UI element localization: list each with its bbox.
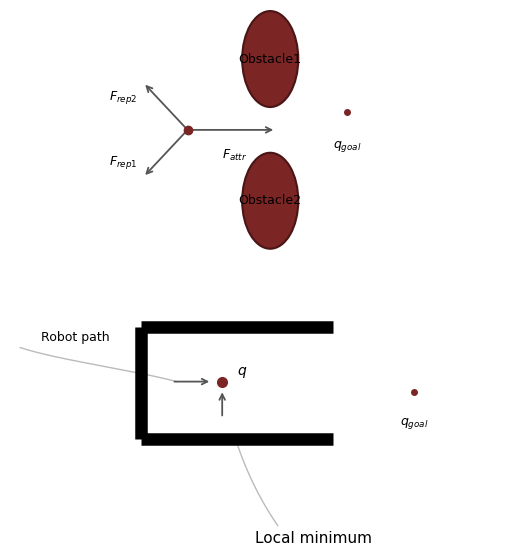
Text: Robot path: Robot path [41, 331, 110, 344]
Text: Local minimum: Local minimum [255, 531, 372, 546]
Text: $F_{rep2}$: $F_{rep2}$ [109, 89, 137, 106]
Ellipse shape [242, 11, 298, 107]
Text: Obstacle2: Obstacle2 [239, 194, 301, 207]
Text: $q_{goal}$: $q_{goal}$ [400, 416, 428, 431]
Text: $F_{attr}$: $F_{attr}$ [222, 148, 247, 163]
Text: Obstacle1: Obstacle1 [239, 52, 301, 66]
Text: $q_{goal}$: $q_{goal}$ [333, 139, 361, 154]
Ellipse shape [242, 153, 298, 249]
Text: q: q [237, 364, 246, 378]
Text: $F_{rep1}$: $F_{rep1}$ [109, 154, 137, 171]
